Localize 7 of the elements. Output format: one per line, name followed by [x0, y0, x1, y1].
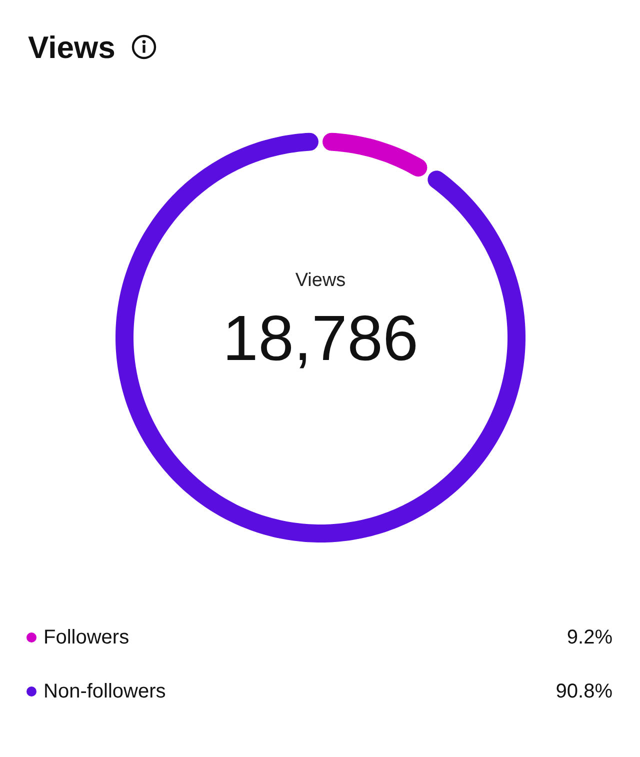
chart-title: Views [28, 30, 116, 64]
data-label: 9.2% [566, 626, 613, 648]
text: Views [295, 270, 346, 291]
legend-label: Non-followers [44, 680, 166, 702]
text: 18,786 [222, 302, 418, 374]
data-label: 90.8% [556, 680, 613, 702]
legend-label: Followers [44, 626, 130, 648]
